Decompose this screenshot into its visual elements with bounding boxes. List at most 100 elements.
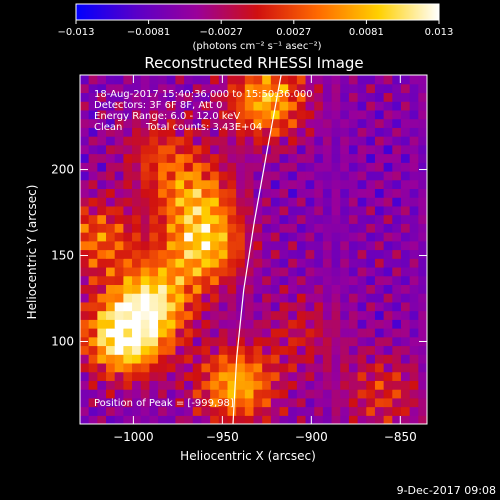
x-axis-label: Heliocentric X (arcsec) bbox=[180, 449, 316, 463]
heatmap-cell bbox=[340, 345, 350, 355]
heatmap-cell bbox=[123, 136, 133, 146]
heatmap-cell bbox=[80, 240, 90, 251]
heatmap-cell bbox=[392, 170, 402, 181]
heatmap-cell bbox=[305, 83, 315, 94]
y-axis-label: Heliocentric Y (arcsec) bbox=[25, 185, 39, 320]
heatmap-cell bbox=[262, 118, 272, 128]
heatmap-cell bbox=[253, 336, 263, 347]
heatmap-cell bbox=[340, 101, 350, 111]
heatmap-cell bbox=[314, 188, 324, 198]
heatmap-cell bbox=[123, 223, 133, 233]
heatmap-cell bbox=[400, 92, 411, 102]
heatmap-cell bbox=[80, 328, 90, 338]
heatmap-cell bbox=[140, 205, 151, 216]
heatmap-cell bbox=[106, 92, 116, 102]
heatmap-cell bbox=[166, 223, 177, 233]
heatmap-cell bbox=[357, 223, 367, 233]
heatmap-cell bbox=[392, 188, 402, 198]
heatmap-cell bbox=[400, 293, 411, 303]
heatmap-cell bbox=[166, 319, 177, 329]
heatmap-cell bbox=[244, 415, 255, 424]
heatmap-cell bbox=[374, 144, 385, 155]
heatmap-cell bbox=[348, 214, 359, 224]
heatmap-cell bbox=[366, 371, 376, 381]
heatmap-cell bbox=[279, 240, 289, 251]
heatmap-cell bbox=[175, 162, 185, 172]
heatmap-cell bbox=[227, 406, 237, 416]
heatmap-cell bbox=[227, 214, 237, 224]
heatmap-cell bbox=[340, 205, 350, 216]
heatmap-cell bbox=[80, 144, 90, 155]
heatmap-cell bbox=[418, 293, 427, 303]
heatmap-cell bbox=[244, 179, 255, 190]
heatmap-cell bbox=[166, 118, 177, 128]
heatmap-cell bbox=[418, 136, 427, 146]
heatmap-cell bbox=[80, 75, 90, 85]
heatmap-cell bbox=[192, 406, 203, 416]
heatmap-cell bbox=[409, 380, 419, 390]
heatmap-cell bbox=[158, 92, 168, 102]
heatmap-cell bbox=[288, 75, 298, 85]
heatmap-cell bbox=[288, 371, 298, 381]
heatmap-cell bbox=[97, 162, 107, 172]
heatmap-cell bbox=[288, 380, 298, 390]
heatmap-cell bbox=[158, 397, 168, 408]
heatmap-cell bbox=[383, 310, 393, 320]
heatmap-cell bbox=[270, 275, 281, 285]
heatmap-cell bbox=[366, 293, 376, 303]
heatmap-cell bbox=[262, 319, 272, 329]
heatmap-cell bbox=[97, 284, 107, 294]
heatmap-cell bbox=[348, 293, 359, 303]
heatmap-cell bbox=[296, 136, 307, 146]
heatmap-cell bbox=[262, 284, 272, 294]
heatmap-cell bbox=[88, 179, 98, 190]
heatmap-cell bbox=[184, 389, 194, 399]
heatmap-cell bbox=[305, 127, 315, 137]
heatmap-cell bbox=[348, 197, 359, 207]
heatmap-cell bbox=[88, 223, 98, 233]
heatmap-cell bbox=[210, 336, 220, 347]
total-counts-annotation: Total counts: 3.43E+04 bbox=[145, 122, 262, 133]
heatmap-cell bbox=[270, 136, 281, 146]
heatmap-cell bbox=[253, 397, 263, 408]
heatmap-cell bbox=[106, 179, 116, 190]
heatmap-cell bbox=[218, 153, 229, 163]
heatmap-cell bbox=[218, 415, 229, 424]
heatmap-cell bbox=[348, 92, 359, 102]
heatmap-cell bbox=[383, 249, 393, 259]
heatmap-cell bbox=[409, 371, 419, 381]
heatmap-cell bbox=[288, 354, 298, 364]
heatmap-cell bbox=[270, 258, 281, 268]
heatmap-cell bbox=[418, 170, 427, 181]
heatmap-cell bbox=[366, 310, 376, 320]
heatmap-cell bbox=[140, 170, 151, 181]
heatmap-cell bbox=[392, 301, 402, 312]
heatmap-cell bbox=[175, 336, 185, 347]
heatmap-cell bbox=[279, 197, 289, 207]
heatmap-cell bbox=[409, 336, 419, 347]
heatmap-cell bbox=[175, 136, 185, 146]
heatmap-cell bbox=[270, 266, 281, 277]
heatmap-cell bbox=[140, 240, 151, 251]
heatmap-cell bbox=[305, 240, 315, 251]
heatmap-cell bbox=[88, 284, 98, 294]
heatmap-cell bbox=[383, 144, 393, 155]
heatmap-cell bbox=[288, 214, 298, 224]
heatmap-cell bbox=[400, 162, 411, 172]
heatmap-cell bbox=[132, 109, 142, 120]
heatmap-cell bbox=[331, 75, 341, 85]
heatmap-cell bbox=[279, 179, 289, 190]
heatmap-cell bbox=[175, 127, 185, 137]
heatmap-cell bbox=[236, 301, 246, 312]
heatmap-cell bbox=[114, 136, 124, 146]
heatmap-cell bbox=[418, 266, 427, 277]
heatmap-cell bbox=[400, 362, 411, 373]
heatmap-cell bbox=[340, 258, 350, 268]
heatmap-cell bbox=[288, 310, 298, 320]
heatmap-cell bbox=[80, 293, 90, 303]
heatmap-cell bbox=[201, 127, 211, 137]
heatmap-cell bbox=[253, 232, 263, 242]
heatmap-cell bbox=[270, 406, 281, 416]
heatmap-cell bbox=[296, 397, 307, 408]
heatmap-cell bbox=[400, 214, 411, 224]
